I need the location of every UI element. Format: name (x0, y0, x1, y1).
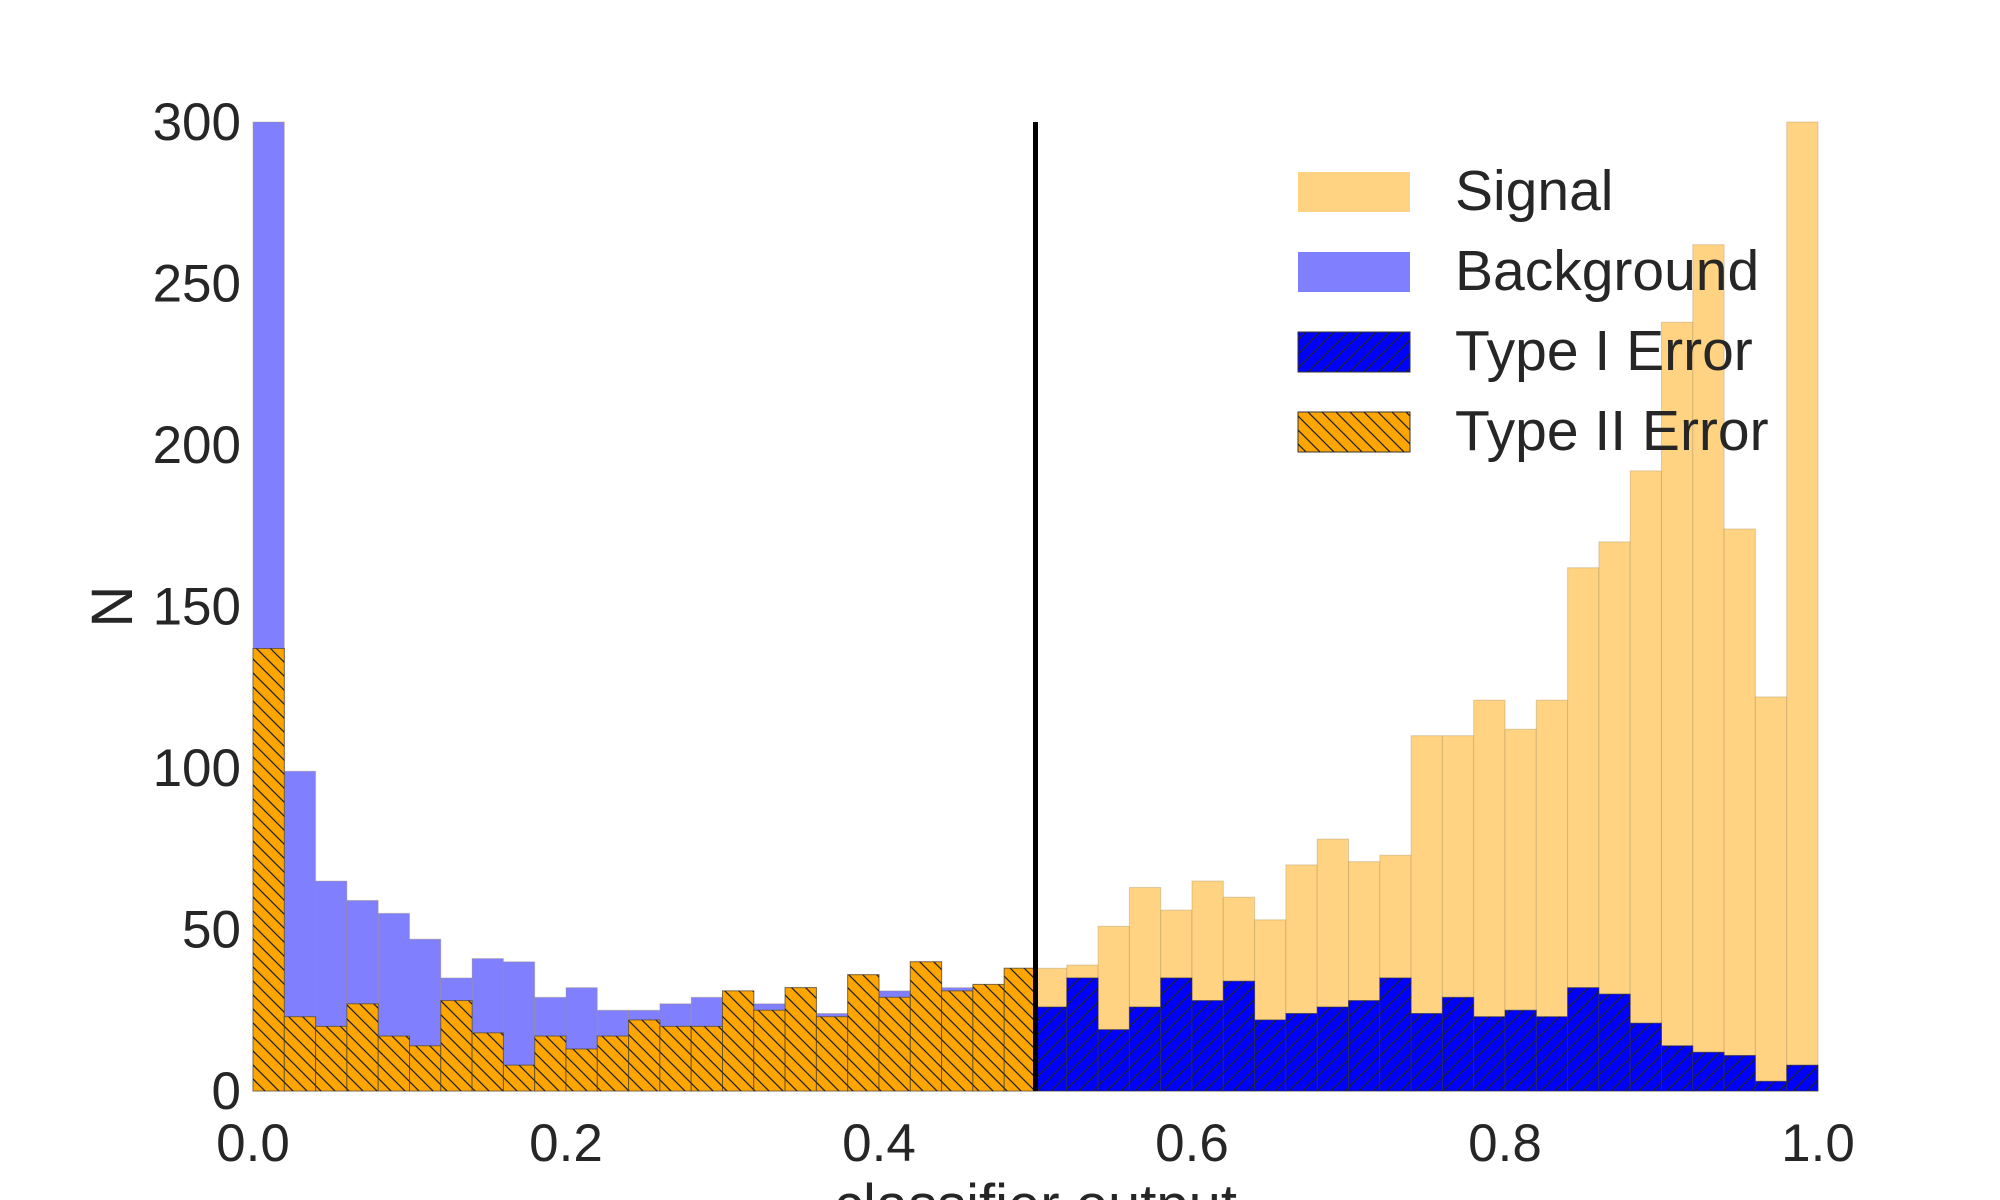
legend-hatch-type-i-error (1298, 332, 1410, 372)
type-ii-error-hatch (941, 990, 973, 1091)
legend-label-background: Background (1455, 239, 1759, 303)
type-i-error-hatch (1536, 1016, 1568, 1091)
type-i-error-hatch (1160, 977, 1192, 1091)
type-ii-error-hatch (378, 1036, 410, 1091)
type-ii-error-hatch (816, 1016, 848, 1091)
x-axis-label: classifier output (834, 1173, 1237, 1200)
type-i-error-hatch (1505, 1010, 1537, 1091)
type-ii-error-hatch (534, 1036, 566, 1091)
type-i-error-bars (1035, 977, 1819, 1092)
type-ii-error-hatch (253, 648, 285, 1091)
legend: Signal Background Type I Error Type II Erro… (1297, 159, 1769, 463)
type-i-error-hatch (1192, 1000, 1224, 1091)
type-i-error-hatch (1411, 1013, 1443, 1091)
type-ii-error-hatch (409, 1045, 441, 1091)
signal-bar (1786, 121, 1819, 1092)
type-i-error-hatch (1098, 1029, 1130, 1091)
type-i-error-hatch (1473, 1016, 1505, 1091)
type-ii-error-hatch (847, 974, 879, 1091)
type-i-error-hatch (1786, 1065, 1818, 1091)
type-i-error-hatch (1066, 977, 1099, 1091)
x-tick-label: 0.8 (1468, 1114, 1542, 1173)
type-ii-error-hatch (879, 997, 911, 1091)
x-tick-label: 0.0 (216, 1114, 290, 1173)
type-ii-error-hatch (440, 1000, 473, 1091)
type-i-error-hatch (1755, 1081, 1787, 1091)
y-axis-ticks: 0 50 100 150 200 250 300 (153, 93, 241, 1121)
legend-swatch-background (1298, 252, 1410, 292)
type-ii-error-hatch (628, 1019, 660, 1091)
legend-label-signal: Signal (1455, 159, 1613, 223)
type-ii-error-hatch (910, 961, 942, 1091)
y-tick-label: 150 (153, 578, 241, 637)
x-axis-ticks: 0.0 0.2 0.4 0.6 0.8 1.0 (216, 1114, 1855, 1173)
type-ii-error-hatch (503, 1065, 535, 1091)
signal-bar (1629, 470, 1662, 1092)
y-tick-label: 0 (212, 1062, 241, 1121)
type-i-error-hatch (1223, 981, 1255, 1091)
type-i-error-hatch (1379, 977, 1412, 1091)
legend-hatch-type-ii-error (1298, 412, 1410, 452)
type-ii-error-hatch (284, 1016, 316, 1091)
type-i-error-hatch (1598, 994, 1631, 1091)
type-ii-error-hatch (785, 987, 817, 1091)
type-i-error-hatch (1442, 997, 1474, 1091)
type-i-error-hatch (1129, 1007, 1161, 1091)
type-i-error-hatch (1285, 1013, 1318, 1091)
type-i-error-hatch (1254, 1019, 1286, 1091)
type-ii-error-hatch (566, 1049, 598, 1091)
type-ii-error-hatch (972, 984, 1005, 1091)
legend-swatch-signal (1298, 172, 1410, 212)
type-i-error-hatch (1348, 1000, 1380, 1091)
y-tick-label: 250 (153, 255, 241, 314)
type-ii-error-hatch (346, 1003, 379, 1091)
type-i-error-hatch (1724, 1055, 1756, 1091)
x-tick-label: 0.4 (842, 1114, 916, 1173)
type-ii-error-hatch (722, 990, 754, 1091)
type-i-error-hatch (1035, 1007, 1067, 1091)
y-tick-label: 300 (153, 93, 241, 152)
y-tick-label: 50 (182, 901, 241, 960)
x-tick-label: 0.2 (529, 1114, 603, 1173)
type-i-error-hatch (1661, 1045, 1693, 1091)
type-i-error-hatch (1567, 987, 1599, 1091)
type-ii-error-hatch (1004, 968, 1036, 1091)
legend-label-type-i-error: Type I Error (1455, 319, 1753, 383)
y-tick-label: 100 (153, 739, 241, 798)
type-ii-error-hatch (691, 1026, 723, 1091)
type-ii-error-hatch (753, 1010, 786, 1091)
signal-bar (1661, 321, 1694, 1092)
type-ii-error-hatch (597, 1036, 629, 1091)
legend-label-type-ii-error: Type II Error (1455, 399, 1769, 463)
x-tick-label: 0.6 (1155, 1114, 1229, 1173)
type-ii-error-bars (252, 647, 1037, 1092)
type-i-error-hatch (1630, 1023, 1662, 1091)
y-tick-label: 200 (153, 416, 241, 475)
type-i-error-hatch (1317, 1007, 1349, 1091)
y-axis-label: N (80, 586, 145, 628)
type-ii-error-hatch (472, 1032, 504, 1091)
signal-bar (1723, 528, 1756, 1092)
type-ii-error-hatch (315, 1026, 347, 1091)
x-tick-label: 1.0 (1781, 1114, 1855, 1173)
type-ii-error-hatch (659, 1026, 692, 1091)
signal-bar (1754, 696, 1788, 1092)
type-i-error-hatch (1692, 1052, 1725, 1091)
